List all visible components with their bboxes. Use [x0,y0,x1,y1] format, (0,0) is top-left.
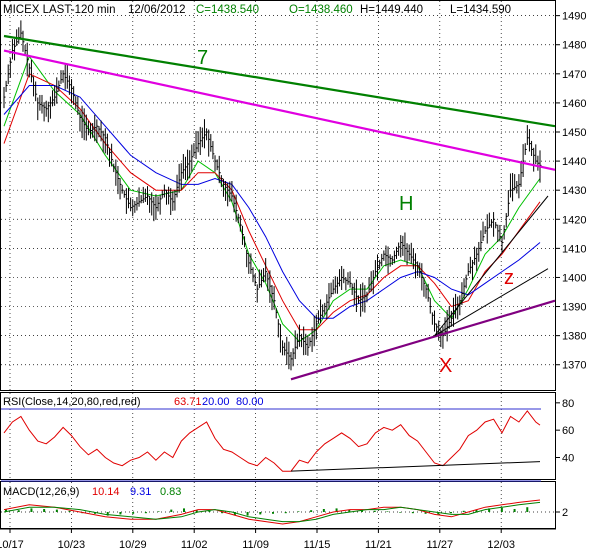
price-y-tick-label: 1430 [562,185,586,197]
macd-value: 10.14 [92,486,120,498]
rsi-value: 63.71 [174,396,202,408]
x-tick-label: 10/23 [58,539,86,551]
wave-label-7: 7 [197,47,208,69]
trendline [3,49,556,171]
macd-signal: 9.31 [130,486,151,498]
wave-label-h: H [399,193,413,215]
x-tick-label: 11/27 [426,539,453,551]
x-tick-label: 12/03 [487,539,515,551]
trendline [434,195,549,336]
x-tick-label: 11/15 [304,539,331,551]
macd-y-tick-label: 2 [562,507,568,519]
rsi-y-tick-label: 60 [562,425,574,437]
wave-label-x: X [439,355,452,377]
price-y-tick-label: 1490 [562,11,586,23]
x-tick-label: 10/29 [119,539,147,551]
rsi-grid [1,393,541,482]
x-tick-label: 10/17 [0,539,24,551]
header-open: O=1438.460 [289,4,353,16]
trendline [3,34,556,128]
price-y-tick-label: 1370 [562,360,586,372]
trendline [434,268,549,337]
price-y-tick-label: 1470 [562,69,586,81]
macd-series [3,499,541,525]
rsi-y-tick-label: 40 [562,453,574,465]
macd-line [3,501,541,523]
price-y-tick-label: 1400 [562,272,586,284]
x-tick-label: 11/09 [242,539,269,551]
rsi-series [3,410,541,472]
header-high: H=1449.440 [360,4,423,16]
x-tick-label: 11/02 [181,539,208,551]
wave-label-z: z [504,267,514,289]
rsi-y-tick-label: 80 [562,398,574,410]
rsi-trendline [290,461,541,472]
price-y-tick-label: 1390 [562,302,586,314]
header-close: C=1438.540 [196,4,259,16]
rsi-lower: 20.00 [202,396,230,408]
price-y-axis: 1370 1380 1390 1400 1410 1420 1430 1440 1450 1460… [556,11,586,519]
x-tick-label: 11/21 [365,539,392,551]
price-y-tick-label: 1380 [562,331,586,343]
header-symbol: MICEX LAST-120 min [3,4,115,16]
price-y-tick-label: 1440 [562,156,586,168]
rsi-upper: 80.00 [236,396,264,408]
price-series [3,20,556,381]
header-low: L=1434.590 [450,4,511,16]
price-y-tick-label: 1410 [562,243,586,255]
trendline [290,299,556,381]
header-date: 12/06/2012 [128,4,186,16]
moving-average-line [3,85,541,319]
price-y-tick-label: 1460 [562,98,586,110]
macd-title: MACD(12,26,9) [3,486,79,498]
rsi-line [3,410,541,472]
macd-hist: 0.83 [160,486,181,498]
price-y-tick-label: 1420 [562,214,586,226]
x-axis: 10/17 10/23 10/29 11/02 11/09 11/15 11/21 11/27… [0,528,556,551]
price-y-tick-label: 1480 [562,40,586,52]
rsi-title: RSI(Close,14,20,80,red,red) [3,396,141,408]
price-y-tick-label: 1450 [562,127,586,139]
